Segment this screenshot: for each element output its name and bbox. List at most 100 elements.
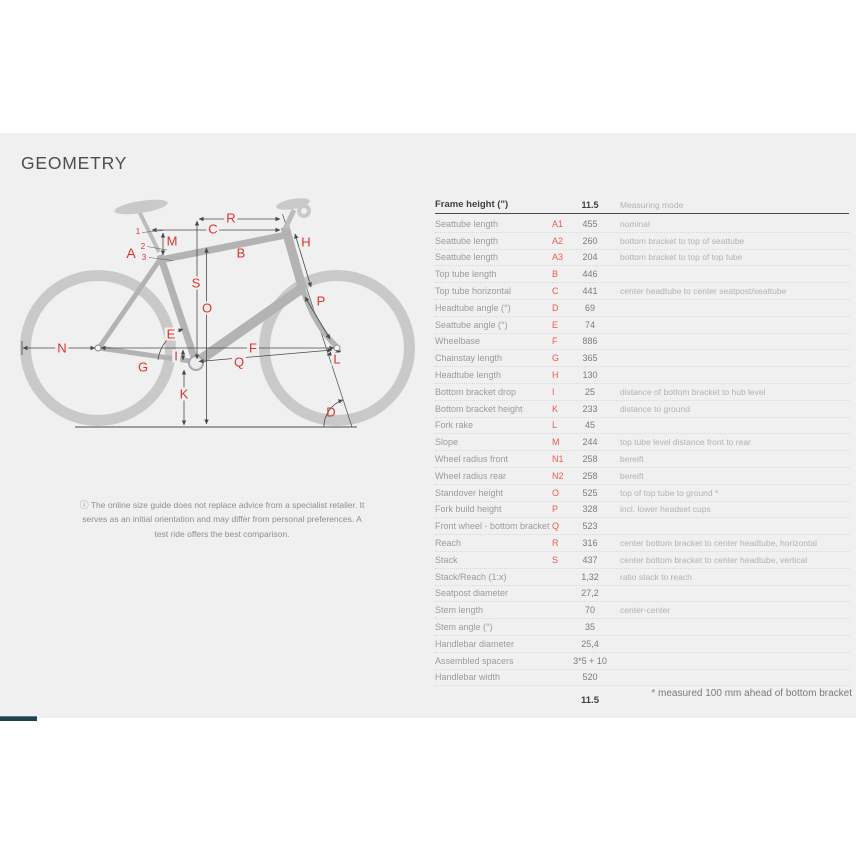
row-label: Bottom bracket drop — [435, 386, 517, 397]
diagram-label-E: E — [164, 326, 178, 342]
row-value: 258 — [582, 454, 598, 465]
row-letter: R — [552, 538, 559, 549]
table-row: Seatpost diameter 27,2 — [435, 586, 849, 603]
table-footer-size-value: 11.5 — [581, 694, 599, 706]
diagram-label-B: B — [236, 245, 246, 261]
row-letter: M — [552, 437, 560, 448]
row-letter: F — [552, 336, 558, 347]
row-description: distance to ground — [620, 403, 690, 414]
row-label: Headtube angle (°) — [435, 302, 511, 313]
row-description: bereift — [620, 470, 644, 481]
diagram-label-D: D — [326, 404, 336, 420]
row-description: bereift — [620, 454, 644, 465]
table-row: Bottom bracket drop I 25 distance of bottom… — [435, 384, 849, 401]
diagram-label-A: A — [126, 245, 136, 261]
row-letter: B — [552, 269, 559, 280]
table-body: Seattube length A1 455 nominal Seattube leng… — [435, 216, 849, 687]
seatpost — [135, 206, 161, 253]
row-value: 35 — [584, 622, 595, 633]
row-label: Seattube angle (°) — [435, 319, 508, 330]
row-value: 27,2 — [581, 588, 599, 599]
row-value: 523 — [582, 521, 598, 532]
diagram-label-2: 2 — [140, 242, 146, 251]
diagram-label-C: C — [206, 221, 220, 237]
row-value: 25 — [584, 386, 595, 397]
table-row: Assembled spacers 3*5 + 10 — [435, 653, 849, 670]
row-description: bottom bracket to top of top tube — [620, 252, 743, 263]
table-row: Slope M 244 top tube level distance front t… — [435, 434, 849, 452]
table-header-row: Frame height (") 11.5 Measuring mode — [435, 196, 849, 214]
row-letter: N2 — [552, 470, 564, 481]
row-label: Assembled spacers — [435, 655, 514, 666]
table-row: Reach R 316 center bottom bracket to center… — [435, 535, 849, 552]
diagram-label-I: I — [172, 348, 180, 364]
row-value: 74 — [584, 319, 595, 330]
row-label: Slope — [435, 437, 459, 448]
row-label: Fork build height — [435, 504, 502, 515]
row-letter: S — [552, 554, 559, 565]
table-footer-row: 11.5 — [435, 692, 849, 708]
table-row: Stack S 437 center bottom bracket to center… — [435, 552, 849, 569]
table-row: Handlebar diameter 25,4 — [435, 636, 849, 653]
row-description: distance of bottom bracket to hub level — [620, 386, 766, 397]
row-description: nominal — [620, 218, 650, 229]
table-row: Seattube angle (°) E 74 — [435, 317, 849, 334]
diagram-label-M: M — [166, 233, 178, 249]
row-value: 130 — [582, 370, 598, 381]
table-header-size-value: 11.5 — [581, 199, 599, 210]
saddle — [114, 199, 168, 215]
row-description: center bottom bracket to center headtube… — [620, 554, 808, 565]
row-letter: O — [552, 487, 560, 498]
row-label: Seattube length — [435, 252, 499, 263]
row-description: ratio stack to reach — [620, 571, 692, 582]
bike-diagram-drawing — [20, 198, 415, 428]
geometry-table: Frame height (") 11.5 Measuring mode Sea… — [435, 196, 849, 708]
row-letter: P — [552, 504, 559, 515]
row-description: top tube level distance front to rear — [620, 437, 751, 448]
diagram-label-3: 3 — [141, 253, 147, 262]
table-row: Standover height O 525 top of top tube to g… — [435, 485, 849, 502]
leader-lines — [141, 230, 174, 261]
row-letter: L — [552, 420, 558, 431]
row-value: 328 — [582, 504, 598, 515]
table-row: Seattube length A3 204 bottom bracket to to… — [435, 250, 849, 267]
row-letter: I — [552, 386, 555, 397]
row-value: 441 — [582, 286, 598, 297]
row-value: 446 — [582, 269, 598, 280]
bottom-bracket — [188, 355, 204, 371]
row-label: Stem angle (°) — [435, 622, 493, 633]
front-hub — [333, 344, 341, 352]
content-band — [0, 133, 856, 718]
table-row: Seattube length A2 260 bottom bracket to to… — [435, 233, 849, 250]
row-label: Seatpost diameter — [435, 588, 509, 599]
table-row: Wheelbase F 886 — [435, 334, 849, 351]
table-row: Stack/Reach (1:x) 1,32 ratio stack to reac… — [435, 569, 849, 586]
row-label: Headtube length — [435, 370, 502, 381]
row-label: Stem length — [435, 605, 484, 616]
row-label: Top tube horizontal — [435, 286, 512, 297]
row-value: 525 — [582, 487, 598, 498]
row-value: 3*5 + 10 — [573, 655, 607, 666]
row-value: 25,4 — [581, 638, 599, 649]
row-value: 365 — [582, 353, 598, 364]
table-row: Chainstay length G 365 — [435, 350, 849, 368]
diagram-label-Q: Q — [231, 354, 247, 370]
row-description: top of top tube to ground * — [620, 487, 719, 498]
page-title: GEOMETRY — [21, 153, 128, 173]
table-row: Seattube length A1 455 nominal — [435, 216, 849, 233]
table-row: Fork rake L 45 — [435, 418, 849, 435]
row-label: Wheel radius front — [435, 454, 509, 465]
row-description: center headtube to center seatpost/seatt… — [620, 286, 787, 297]
diagram-label-K: K — [177, 386, 191, 402]
diagram-label-P: P — [314, 293, 328, 309]
info-icon: ⓘ — [79, 499, 89, 510]
row-label: Standover height — [435, 487, 504, 498]
diagram-label-F: F — [247, 340, 259, 356]
row-label: Handlebar width — [435, 672, 501, 683]
row-value: 437 — [582, 554, 598, 565]
bottom-left-widget[interactable] — [0, 716, 37, 721]
row-letter: C — [552, 286, 559, 297]
row-label: Chainstay length — [435, 353, 503, 364]
row-letter: H — [552, 370, 559, 381]
row-label: Stack/Reach (1:x) — [435, 571, 507, 582]
